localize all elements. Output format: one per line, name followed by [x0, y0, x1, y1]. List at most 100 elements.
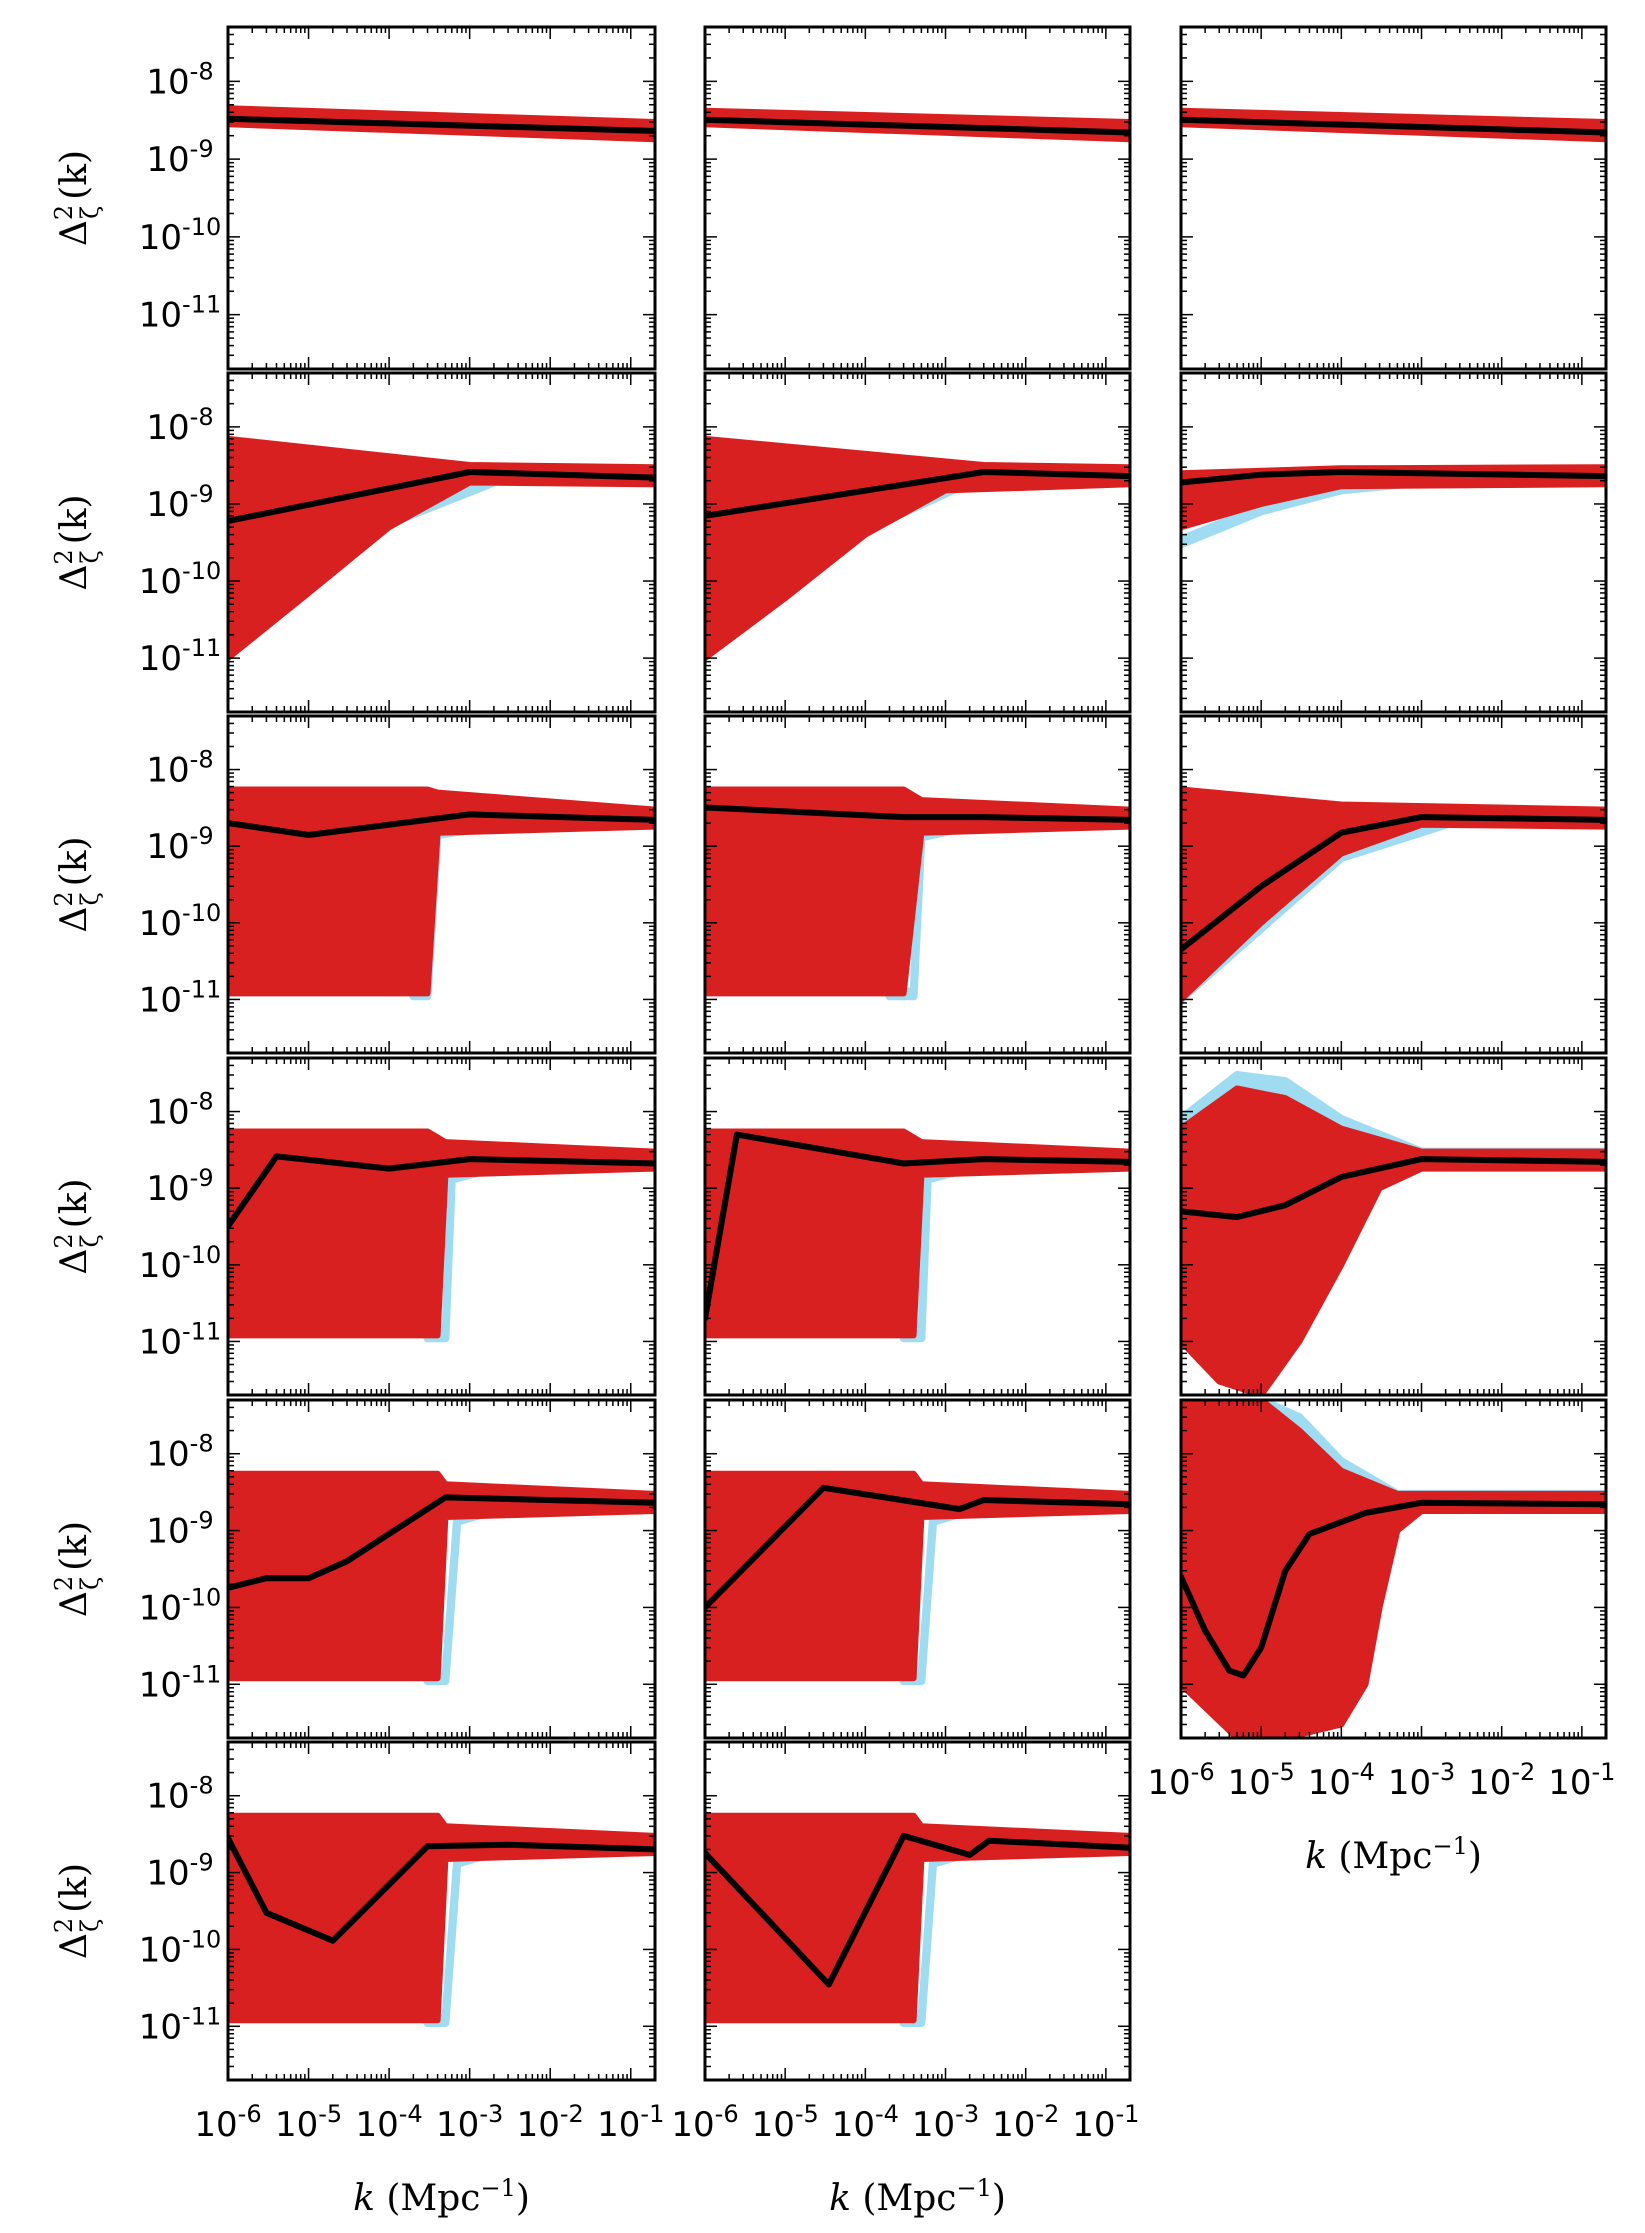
panel-r5-c3 — [1179, 1398, 1608, 1740]
panel-r1-c3 — [1179, 25, 1608, 371]
best-fit-line — [1181, 814, 1606, 953]
x-axis-label: k (Mpc−1) — [1305, 1832, 1482, 1877]
axes-frame — [1179, 714, 1608, 1055]
panel-r3-c3 — [1179, 714, 1608, 1055]
best-fit-line — [228, 115, 655, 134]
x-tick-label: 10-4 — [832, 2100, 899, 2145]
y-tick-label: 10-11 — [139, 2002, 221, 2047]
best-fit-line — [705, 116, 1130, 136]
ticks — [704, 26, 1131, 370]
best-fit-line — [705, 1131, 1130, 1322]
axes-frame — [703, 1398, 1132, 1740]
x-axis-col-3: 10-6 10-5 10-4 10-3 10-2 10-1 k (Mpc−1) — [1147, 1758, 1615, 1877]
best-fit-line — [228, 1494, 655, 1591]
best-fit-line — [228, 1835, 655, 1944]
y-tick-label: 10-10 — [139, 1583, 221, 1628]
ticks — [1180, 26, 1607, 370]
y-tick-label: 10-8 — [146, 1088, 213, 1133]
y-tick-label: 10-10 — [139, 1925, 221, 1970]
axes-frame — [703, 25, 1132, 371]
y-tick-label: 10-9 — [146, 135, 213, 180]
x-tick-label: 10-1 — [597, 2100, 664, 2145]
posterior-band — [228, 1812, 655, 2024]
posterior-band — [705, 786, 1130, 997]
panel-r2-c1: 10-8 10-9 10-10 10-11 Δ2ζ(k) — [50, 371, 657, 714]
best-fit-line — [1181, 116, 1606, 136]
y-axis-label: Δ2ζ(k) — [50, 494, 104, 590]
x-axis-col-1: 10-6 10-5 10-4 10-3 10-2 10-1 k (Mpc−1) — [194, 2100, 664, 2219]
y-axis-label: Δ2ζ(k) — [50, 836, 104, 932]
posterior-band — [1181, 464, 1606, 531]
x-tick-label: 10-6 — [194, 2100, 261, 2145]
y-tick-label: 10-11 — [139, 975, 221, 1020]
y-tick-label: 10-11 — [139, 291, 221, 336]
axes-frame — [703, 1056, 1132, 1397]
panel-r1-c2 — [703, 25, 1132, 371]
panel-r3-c1: 10-8 10-9 10-10 10-11 Δ2ζ(k) — [50, 714, 657, 1055]
x-axis-col-2: 10-6 10-5 10-4 10-3 10-2 10-1 k (Mpc−1) — [671, 2100, 1139, 2219]
axes-frame — [226, 1398, 657, 1740]
ticks — [227, 26, 656, 370]
posterior-band — [705, 1128, 1130, 1339]
posterior-band — [228, 1470, 655, 1682]
panel-r4-c3 — [1179, 1056, 1608, 1397]
posterior-band — [1181, 1085, 1606, 1395]
panel-r2-c2 — [703, 371, 1132, 714]
panel-r5-c2 — [703, 1398, 1132, 1740]
best-fit-line — [228, 469, 655, 525]
posterior-band — [1181, 1400, 1606, 1738]
x-tick-label: 10-4 — [355, 2100, 422, 2145]
y-tick-label: 10-8 — [146, 746, 213, 791]
best-fit-line — [228, 811, 655, 838]
panel-r3-c2 — [703, 714, 1132, 1055]
ticks — [1180, 372, 1607, 713]
best-fit-line — [705, 469, 1130, 519]
best-fit-line — [705, 804, 1130, 823]
x-tick-label: 10-1 — [1072, 2100, 1139, 2145]
posterior-band — [705, 1470, 1130, 1682]
x-tick-label: 10-2 — [992, 2100, 1059, 2145]
axes-frame — [1179, 1056, 1608, 1397]
y-tick-label: 10-11 — [139, 634, 221, 679]
y-tick-label: 10-9 — [146, 1164, 213, 1209]
posterior-band — [228, 786, 655, 997]
y-tick-label: 10-11 — [139, 1660, 221, 1705]
best-fit-line — [228, 1153, 655, 1230]
x-tick-label: 10-5 — [1228, 1758, 1295, 1803]
y-axis-label: Δ2ζ(k) — [50, 1863, 104, 1959]
best-fit-line — [1181, 469, 1606, 486]
y-tick-label: 10-10 — [139, 1241, 221, 1286]
y-tick-label: 10-9 — [146, 1849, 213, 1894]
axes-frame — [1179, 1398, 1608, 1740]
panel-r5-c1: 10-8 10-9 10-10 10-11 Δ2ζ(k) — [50, 1398, 657, 1740]
axes-frame — [703, 714, 1132, 1055]
x-tick-label: 10-5 — [275, 2100, 342, 2145]
y-axis-label: Δ2ζ(k) — [50, 1178, 104, 1274]
y-axis-label: Δ2ζ(k) — [50, 150, 104, 246]
panel-r1-c1: 10-8 10-9 10-10 10-11 Δ2ζ(k) — [50, 25, 657, 371]
x-tick-label: 10-2 — [1468, 1758, 1535, 1803]
panel-r6-c2 — [703, 1740, 1132, 2082]
y-tick-label: 10-10 — [139, 213, 221, 258]
best-fit-line — [1181, 1499, 1606, 1679]
axes-frame — [703, 1740, 1132, 2082]
x-axis-label: k (Mpc−1) — [353, 2174, 530, 2219]
y-axis-label: Δ2ζ(k) — [50, 1521, 104, 1617]
x-axis-label: k (Mpc−1) — [829, 2174, 1006, 2219]
x-tick-label: 10-2 — [517, 2100, 584, 2145]
best-fit-line — [1181, 1156, 1606, 1221]
y-tick-label: 10-8 — [146, 57, 213, 102]
y-tick-label: 10-9 — [146, 1507, 213, 1552]
y-tick-label: 10-8 — [146, 403, 213, 448]
x-tick-label: 10-1 — [1548, 1758, 1615, 1803]
panel-r6-c1: 10-8 10-9 10-10 10-11 Δ2ζ(k) — [50, 1740, 657, 2082]
axes-frame — [226, 371, 657, 714]
posterior-band — [705, 435, 1130, 662]
panel-r2-c3 — [1179, 371, 1608, 714]
y-tick-label: 10-11 — [139, 1317, 221, 1362]
axes-frame — [1179, 25, 1608, 371]
x-tick-label: 10-6 — [1147, 1758, 1214, 1803]
x-tick-label: 10-3 — [1388, 1758, 1455, 1803]
axes-frame — [226, 25, 657, 371]
